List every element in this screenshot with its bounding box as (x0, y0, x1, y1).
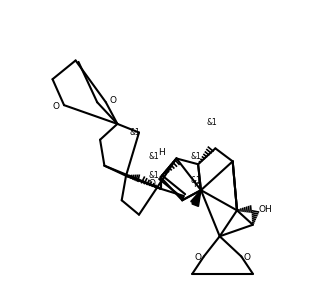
Text: O: O (195, 253, 201, 262)
Polygon shape (191, 190, 201, 205)
Text: O: O (244, 253, 250, 262)
Text: O: O (148, 179, 155, 188)
Text: &1: &1 (130, 128, 141, 137)
Text: &1: &1 (207, 118, 217, 127)
Text: O: O (109, 96, 116, 105)
Text: &1: &1 (148, 171, 159, 180)
Text: &1: &1 (191, 176, 202, 185)
Text: &1: &1 (191, 152, 202, 161)
Text: H: H (193, 180, 200, 189)
Text: O: O (53, 102, 60, 111)
Text: &1: &1 (148, 152, 159, 161)
Text: OH: OH (259, 205, 272, 214)
Polygon shape (192, 190, 201, 206)
Text: H: H (158, 148, 165, 157)
